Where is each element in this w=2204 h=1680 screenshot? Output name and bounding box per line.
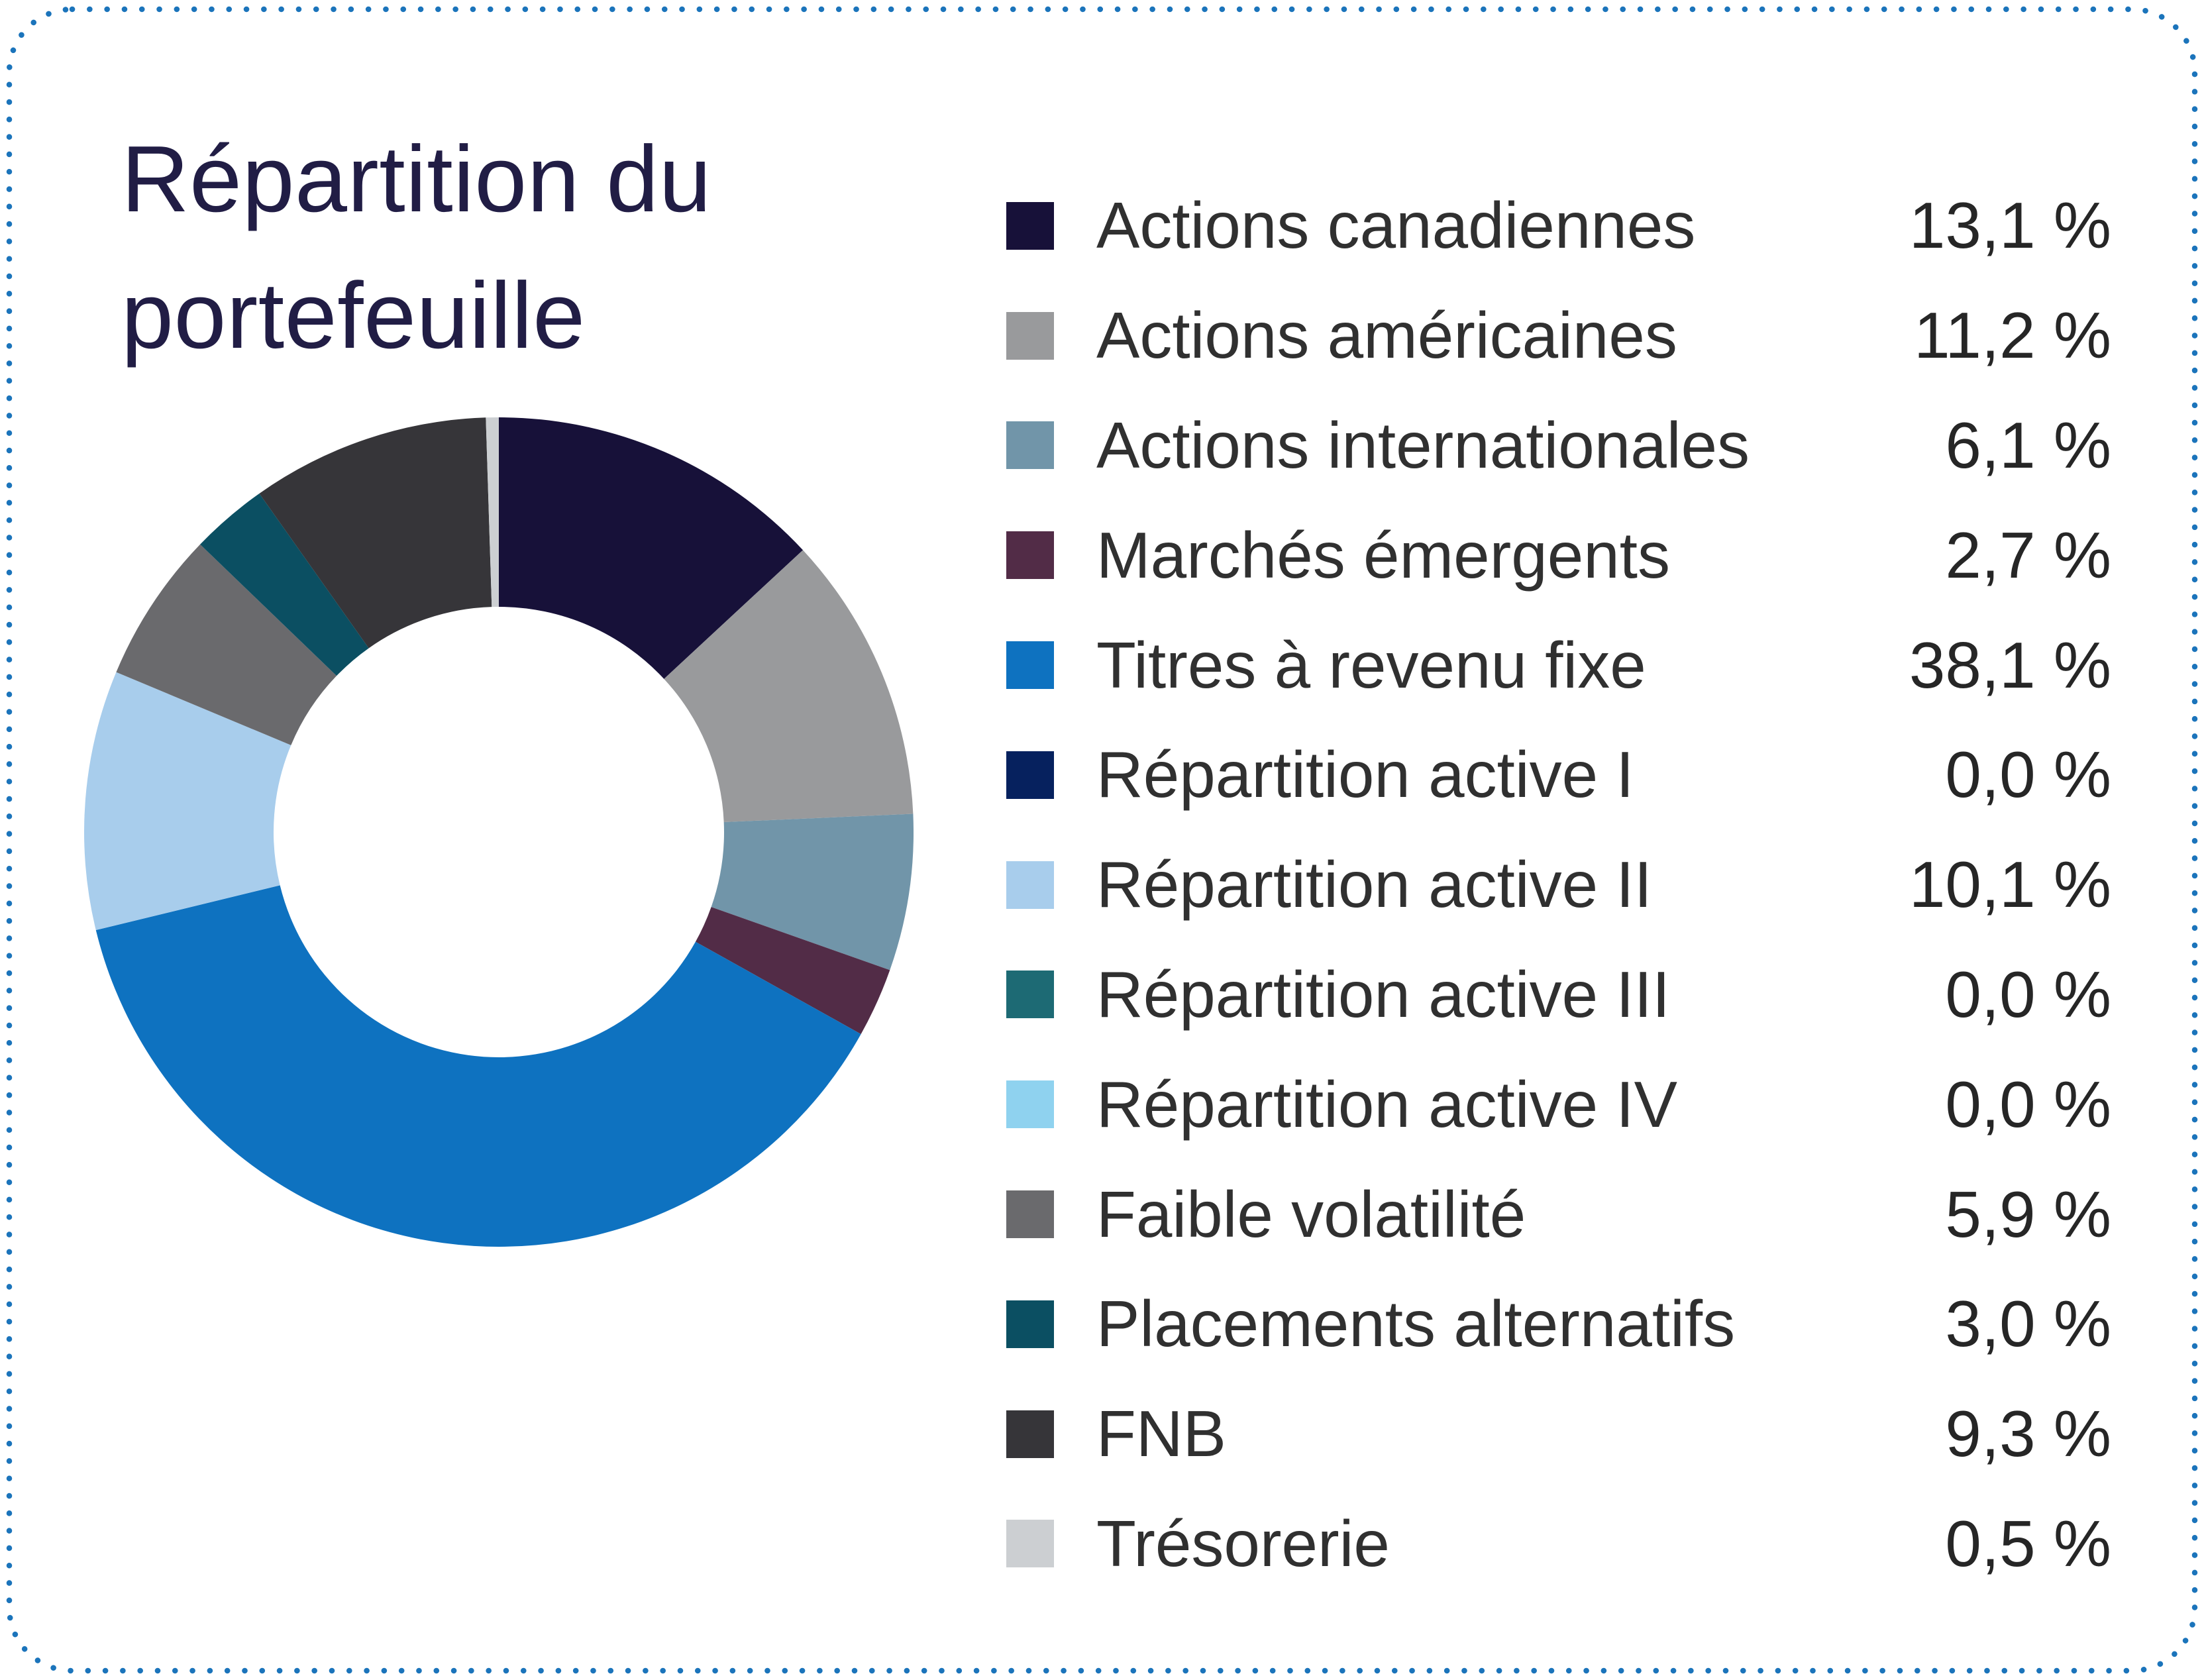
legend-value: 11,2 % <box>1914 299 2111 372</box>
donut-slice-4 <box>95 885 861 1247</box>
legend-color-swatch-icon <box>1006 1520 1054 1568</box>
legend-value: 10,1 % <box>1909 848 2111 921</box>
legend-value: 38,1 % <box>1909 628 2111 702</box>
chart-title: Répartition du portefeuille <box>121 127 712 368</box>
legend-value: 0,5 % <box>1945 1506 2111 1580</box>
legend-value: 13,1 % <box>1909 189 2111 262</box>
legend-label: Titres à revenu fixe <box>1096 628 1646 702</box>
legend-row: Répartition active IV 0,0 % <box>1006 1049 2111 1159</box>
legend-value: 0,0 % <box>1945 738 2111 812</box>
legend-value: 2,7 % <box>1945 518 2111 592</box>
legend-row: Actions internationales 6,1 % <box>1006 391 2111 501</box>
legend-label: Répartition active III <box>1096 957 1671 1031</box>
legend-color-swatch-icon <box>1006 861 1054 909</box>
donut-slice-0 <box>499 417 804 679</box>
legend-row: Répartition active III 0,0 % <box>1006 940 2111 1050</box>
legend-label: Marchés émergents <box>1096 518 1671 592</box>
donut-slice-1 <box>664 550 914 823</box>
legend-row: Répartition active II 10,1 % <box>1006 830 2111 940</box>
legend-row: Trésorerie 0,5 % <box>1006 1489 2111 1599</box>
donut-slices-group <box>84 417 914 1247</box>
donut-slice-9 <box>116 544 337 745</box>
donut-slice-10 <box>200 493 369 676</box>
donut-slice-6 <box>84 672 291 931</box>
donut-slice-11 <box>259 417 492 649</box>
legend-row: Placements alternatifs 3,0 % <box>1006 1269 2111 1379</box>
legend-label: Trésorerie <box>1096 1506 1390 1580</box>
legend-row: FNB 9,3 % <box>1006 1379 2111 1489</box>
legend-color-swatch-icon <box>1006 201 1054 250</box>
legend-color-swatch-icon <box>1006 311 1054 360</box>
legend-label: Actions canadiennes <box>1096 189 1696 262</box>
legend-label: Placements alternatifs <box>1096 1287 1736 1361</box>
legend-label: Répartition active IV <box>1096 1067 1677 1141</box>
legend-value: 9,3 % <box>1945 1397 2111 1471</box>
legend-color-swatch-icon <box>1006 421 1054 470</box>
legend-value: 0,0 % <box>1945 1067 2111 1141</box>
legend-value: 0,0 % <box>1945 957 2111 1031</box>
legend-label: FNB <box>1096 1397 1226 1471</box>
legend-row: Titres à revenu fixe 38,1 % <box>1006 610 2111 720</box>
donut-slice-3 <box>695 907 890 1035</box>
legend: Actions canadiennes 13,1 % Actions améri… <box>1006 171 2111 1599</box>
donut-slice-12 <box>486 417 499 607</box>
legend-row: Répartition active I 0,0 % <box>1006 720 2111 830</box>
donut-slice-2 <box>711 814 914 971</box>
donut-chart <box>84 417 914 1247</box>
legend-label: Faible volatilité <box>1096 1177 1526 1251</box>
legend-row: Actions canadiennes 13,1 % <box>1006 171 2111 281</box>
legend-value: 3,0 % <box>1945 1287 2111 1361</box>
legend-color-swatch-icon <box>1006 751 1054 799</box>
legend-color-swatch-icon <box>1006 1300 1054 1348</box>
legend-color-swatch-icon <box>1006 1410 1054 1458</box>
legend-label: Actions internationales <box>1096 408 1750 482</box>
legend-color-swatch-icon <box>1006 971 1054 1019</box>
legend-row: Faible volatilité 5,9 % <box>1006 1159 2111 1269</box>
legend-color-swatch-icon <box>1006 531 1054 580</box>
legend-value: 6,1 % <box>1945 408 2111 482</box>
legend-label: Actions américaines <box>1096 299 1677 372</box>
legend-row: Marchés émergents 2,7 % <box>1006 500 2111 610</box>
legend-value: 5,9 % <box>1945 1177 2111 1251</box>
legend-label: Répartition active II <box>1096 848 1652 921</box>
legend-color-swatch-icon <box>1006 1080 1054 1129</box>
legend-color-swatch-icon <box>1006 1190 1054 1239</box>
legend-color-swatch-icon <box>1006 641 1054 690</box>
legend-row: Actions américaines 11,2 % <box>1006 281 2111 391</box>
legend-label: Répartition active I <box>1096 738 1634 812</box>
